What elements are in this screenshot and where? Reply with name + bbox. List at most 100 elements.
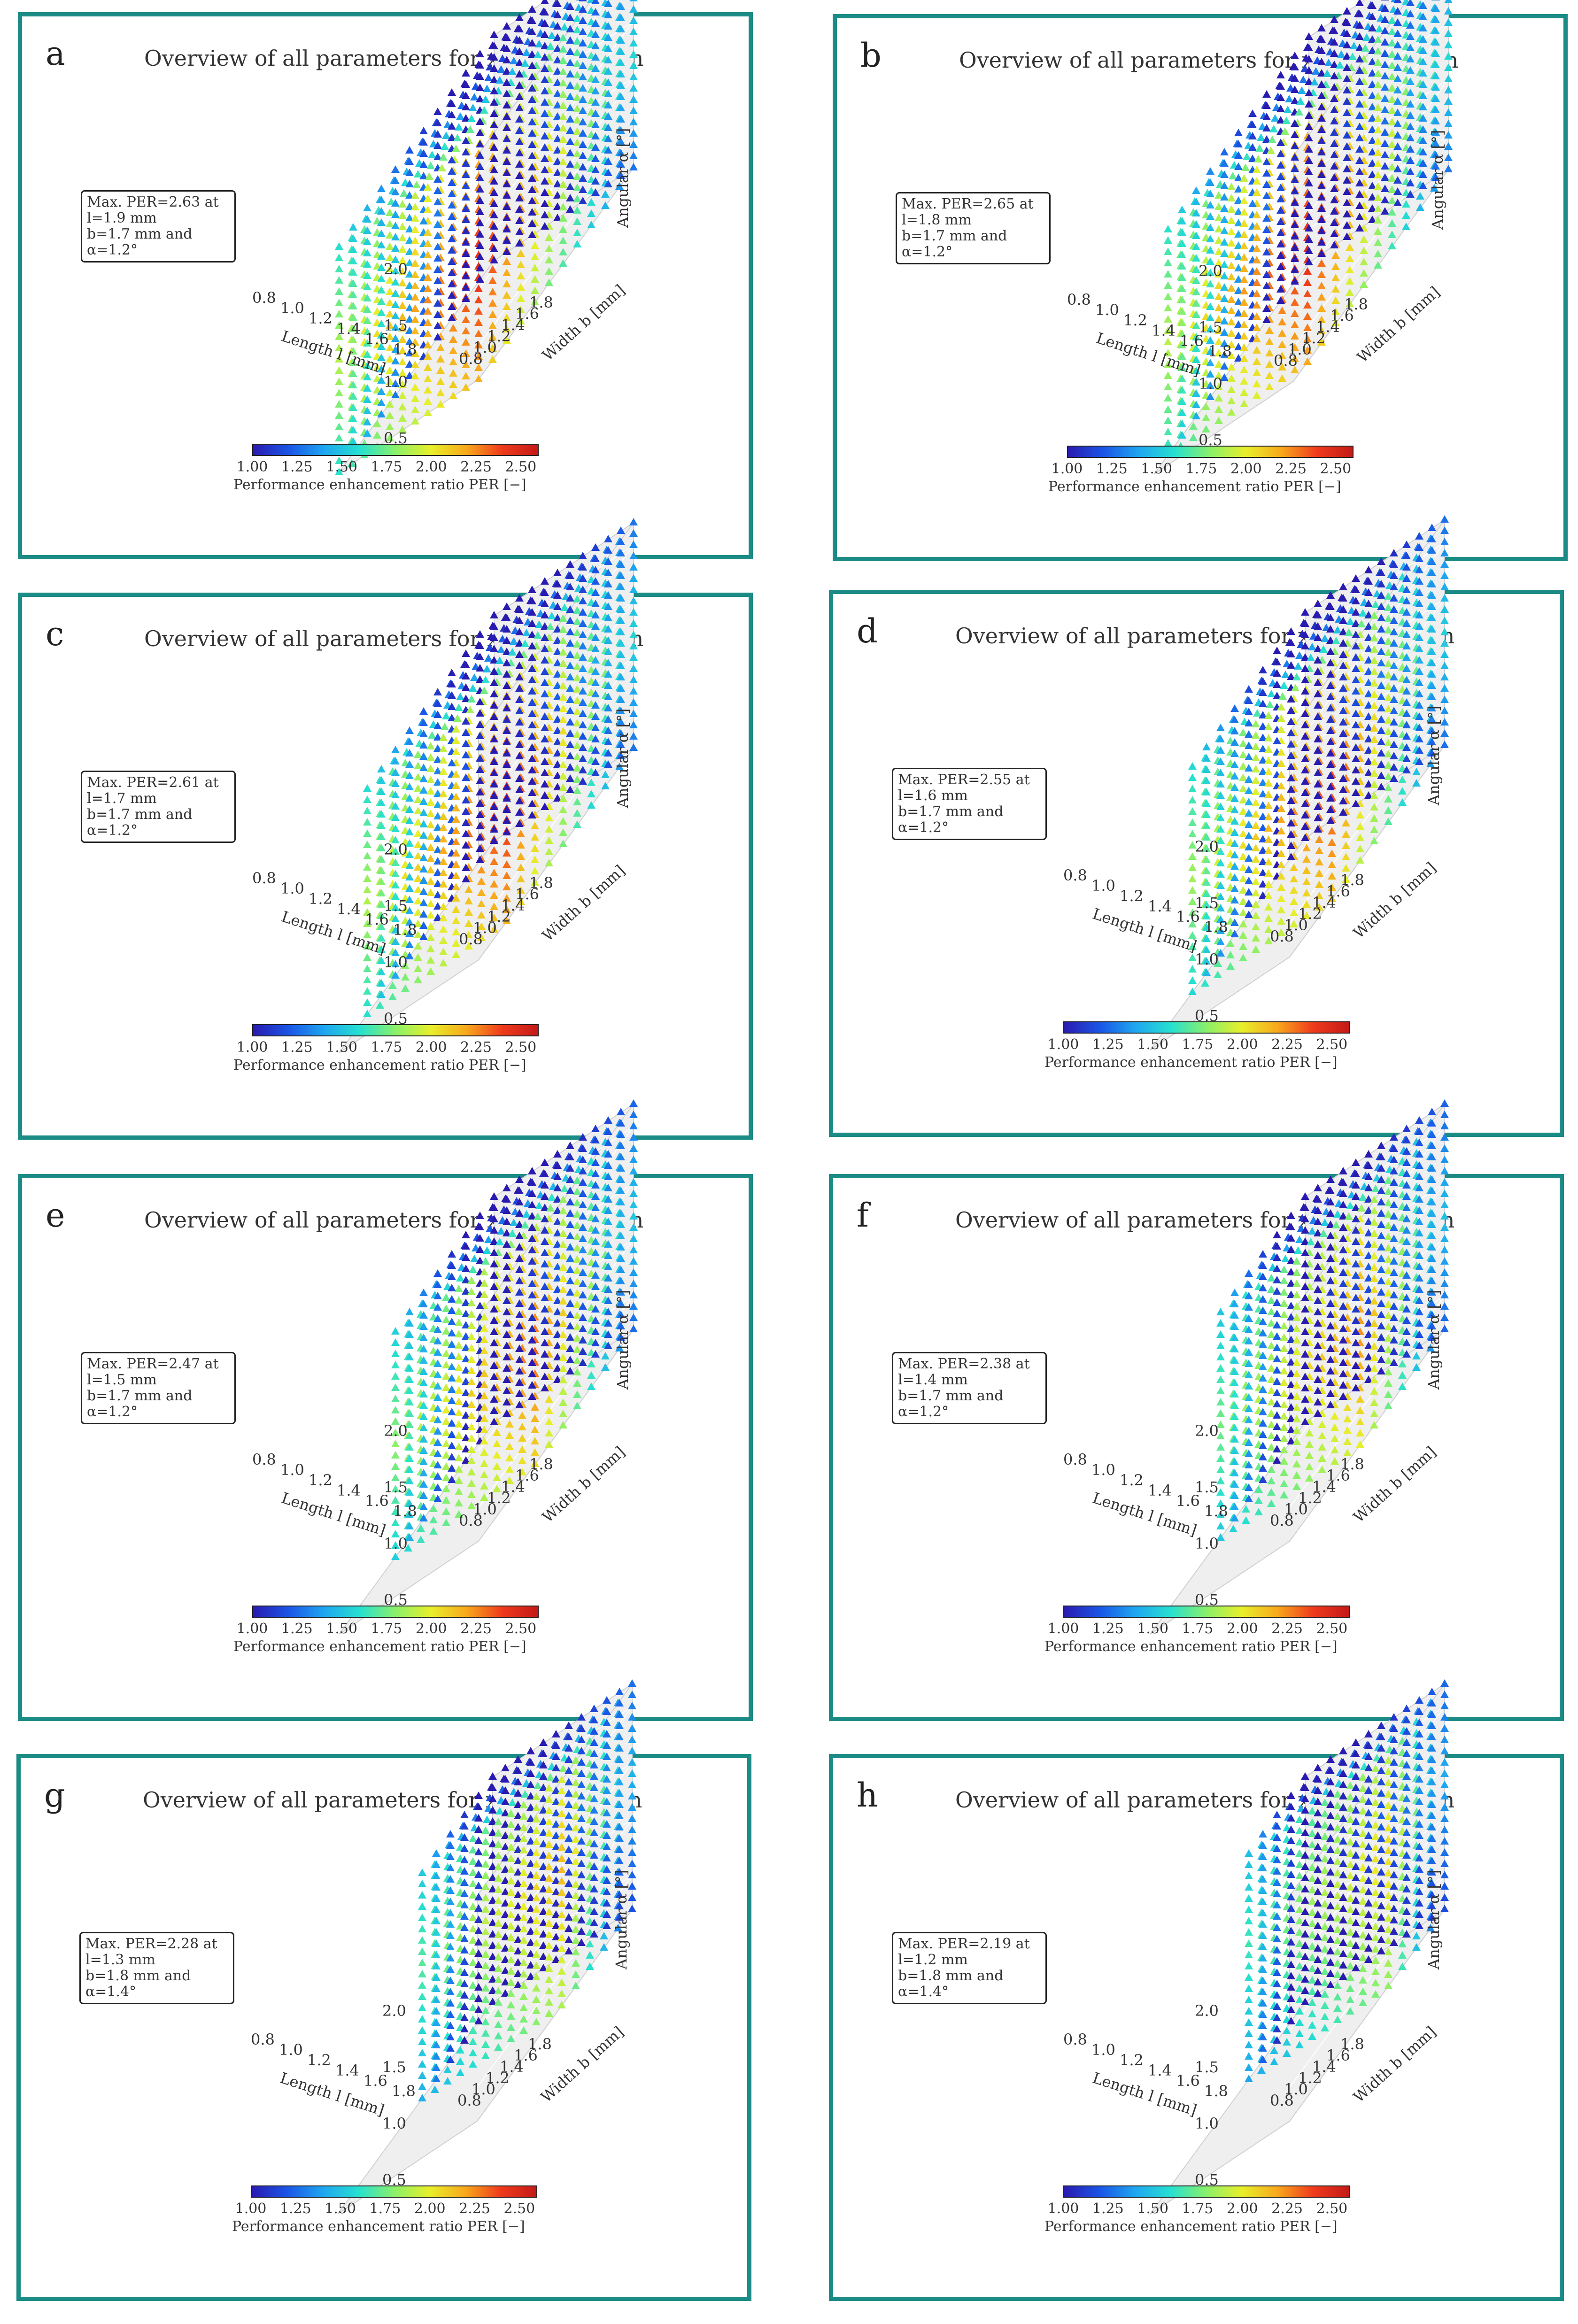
scatter-marker xyxy=(617,583,625,590)
scatter-marker xyxy=(391,1451,400,1459)
scatter-marker xyxy=(1259,891,1267,899)
scatter-marker xyxy=(541,1158,549,1166)
scatter-marker xyxy=(503,247,511,255)
scatter-marker xyxy=(1264,757,1273,764)
colorbar-tick-label: 2.00 xyxy=(415,1621,447,1637)
scatter-marker xyxy=(1314,735,1322,742)
scatter-marker xyxy=(545,1406,553,1414)
scatter-marker xyxy=(566,1277,574,1284)
gridline xyxy=(1289,1295,1445,1508)
scatter-marker xyxy=(1301,755,1309,762)
scatter-marker xyxy=(1364,769,1373,776)
scatter-marker xyxy=(1267,690,1276,697)
scatter-marker xyxy=(349,313,357,321)
scatter-marker xyxy=(1253,245,1261,252)
scatter-marker xyxy=(1342,864,1350,872)
scatter-marker xyxy=(452,939,460,947)
scatter-marker xyxy=(448,1385,456,1393)
scatter-marker xyxy=(1402,676,1411,683)
scatter-marker xyxy=(1343,232,1351,240)
scatter-marker xyxy=(424,341,432,348)
scatter-marker xyxy=(1428,749,1436,757)
scatter-marker xyxy=(629,586,638,593)
scatter-marker xyxy=(503,1206,511,1214)
scatter-marker xyxy=(1264,835,1273,843)
scatter-marker xyxy=(541,1282,549,1290)
scatter-marker xyxy=(1406,156,1415,164)
scatter-marker xyxy=(476,230,484,238)
scatter-marker xyxy=(579,1336,587,1343)
scatter-marker xyxy=(405,828,414,835)
y-tick-label: 1.4 xyxy=(1312,894,1336,911)
scatter-marker xyxy=(439,767,448,775)
scatter-marker xyxy=(1214,259,1223,266)
scatter-marker xyxy=(1402,608,1411,616)
scatter-marker xyxy=(480,687,488,694)
scatter-marker xyxy=(1356,845,1364,852)
scatter-marker xyxy=(1245,854,1253,862)
scatter-marker xyxy=(1245,730,1253,738)
scatter-marker xyxy=(1364,633,1373,641)
scatter-marker xyxy=(442,1361,450,1368)
scatter-marker xyxy=(1273,669,1281,677)
scatter-marker xyxy=(1330,128,1338,136)
scatter-marker xyxy=(566,707,574,714)
scatter-marker xyxy=(462,1445,470,1452)
scatter-marker xyxy=(1415,1184,1423,1191)
scatter-marker xyxy=(604,670,612,678)
scatter-marker xyxy=(1192,401,1200,408)
scatter-marker xyxy=(1220,328,1229,336)
scatter-marker xyxy=(1346,618,1354,625)
scatter-marker xyxy=(462,841,470,849)
scatter-marker xyxy=(617,1209,625,1217)
scatter-marker xyxy=(1444,52,1453,60)
scatter-marker xyxy=(433,868,442,876)
scatter-marker xyxy=(1245,899,1253,907)
scatter-marker xyxy=(462,238,470,246)
scatter-marker xyxy=(1406,55,1415,62)
annotation-line-3: b=1.7 mm and xyxy=(898,1388,1004,1404)
scatter-marker xyxy=(1328,872,1336,880)
scatter-marker xyxy=(405,738,414,745)
scatter-marker xyxy=(587,1371,596,1379)
scatter-marker xyxy=(1332,637,1340,644)
scatter-marker xyxy=(1226,951,1235,958)
scatter-marker xyxy=(629,608,638,616)
scatter-marker xyxy=(439,756,448,764)
scatter-marker xyxy=(1291,221,1299,228)
scatter-marker xyxy=(559,704,567,712)
scatter-marker xyxy=(591,1181,600,1189)
scatter-marker xyxy=(377,275,386,282)
scatter-marker xyxy=(419,1491,428,1499)
scatter-marker xyxy=(1361,44,1369,52)
scatter-marker xyxy=(1381,207,1389,215)
scatter-marker xyxy=(411,259,419,267)
scatter-marker xyxy=(462,103,470,110)
scatter-marker xyxy=(573,696,581,704)
scatter-marker xyxy=(442,1406,450,1413)
scatter-marker xyxy=(617,2,625,10)
scatter-marker xyxy=(1305,111,1313,119)
scatter-marker xyxy=(604,681,612,689)
scatter-marker xyxy=(573,229,581,236)
scatter-marker xyxy=(405,839,414,847)
scatter-marker xyxy=(386,254,394,261)
scatter-marker xyxy=(1428,693,1436,700)
scatter-marker xyxy=(488,277,497,284)
scatter-marker xyxy=(503,783,511,790)
scatter-marker xyxy=(1254,155,1262,162)
scatter-marker xyxy=(541,1237,549,1245)
scatter-marker xyxy=(521,59,529,67)
scatter-marker xyxy=(1248,109,1257,117)
scatter-marker xyxy=(559,45,567,53)
scatter-marker xyxy=(1216,949,1225,957)
scatter-marker xyxy=(448,257,456,265)
scatter-marker xyxy=(490,53,498,61)
scatter-marker xyxy=(503,905,511,913)
scatter-marker xyxy=(495,76,504,84)
scatter-marker xyxy=(1444,63,1453,71)
scatter-marker xyxy=(559,1398,567,1406)
scatter-marker xyxy=(1252,911,1260,919)
scatter-marker xyxy=(617,81,625,89)
